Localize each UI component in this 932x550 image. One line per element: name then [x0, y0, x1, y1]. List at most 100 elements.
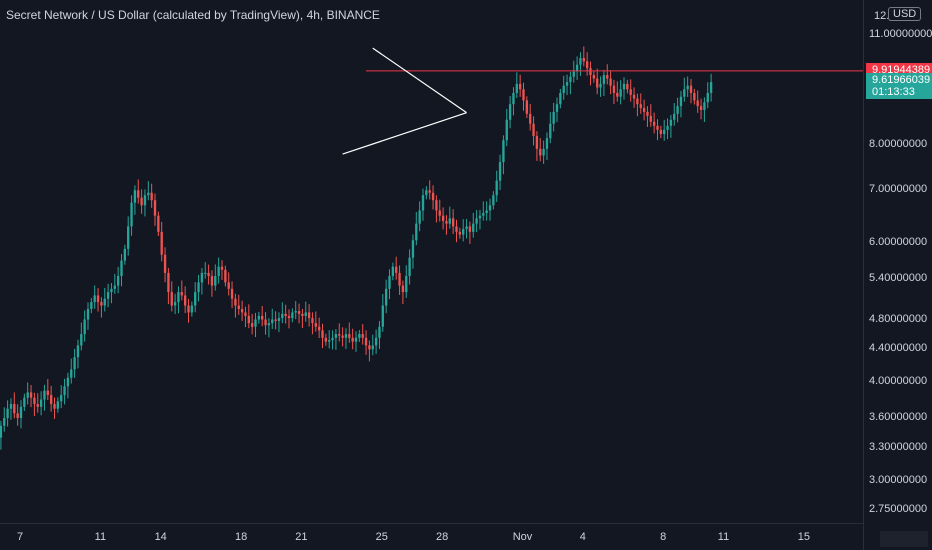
candle-body: [592, 75, 596, 79]
time-axis-label: 14: [154, 531, 167, 543]
candle-body: [150, 192, 153, 201]
candle-body: [455, 226, 458, 232]
candle-body: [217, 266, 220, 277]
candle-body: [465, 226, 468, 230]
candle-body: [100, 302, 103, 306]
triangle-upper-trendline[interactable]: [372, 47, 467, 114]
candle-body: [529, 113, 532, 124]
bar-countdown: 01:13:33: [872, 86, 915, 99]
candle-body: [127, 226, 130, 249]
candle-body: [575, 64, 579, 72]
candle-body: [693, 92, 696, 101]
candle-body: [532, 123, 535, 137]
candle-body: [542, 148, 545, 156]
candle-body: [411, 240, 415, 258]
candle-body: [371, 345, 374, 350]
candle-body: [602, 75, 606, 84]
price-axis-divider: [863, 0, 864, 550]
candle-body: [39, 399, 43, 407]
candle-body: [666, 125, 669, 130]
candle-body: [374, 337, 378, 346]
candle-body: [120, 260, 123, 277]
candle-body: [485, 210, 488, 214]
candle-body: [73, 357, 76, 370]
candle-body: [153, 200, 157, 216]
candle-body: [36, 404, 39, 407]
candle-body: [143, 195, 147, 206]
candle-body: [522, 89, 525, 101]
candle-body: [140, 197, 143, 206]
candle-body: [96, 295, 100, 303]
price-axis-label: 5.40000000: [869, 272, 928, 285]
candle-body: [358, 334, 361, 338]
candle-body: [458, 231, 462, 235]
price-axis-label: 3.30000000: [869, 440, 928, 453]
candle-body: [535, 136, 539, 149]
price-axis-label: 11.00000000: [869, 28, 932, 41]
candle-body: [123, 248, 127, 261]
candle-body: [431, 192, 435, 201]
candle-body: [301, 313, 304, 316]
time-axis-label: 4: [579, 531, 586, 543]
candle-body: [395, 266, 398, 273]
candle-body: [80, 334, 83, 346]
candle-body: [709, 82, 713, 93]
candle-body: [562, 85, 565, 93]
candle-body: [240, 308, 244, 313]
candle-body: [331, 337, 334, 341]
candle-body: [505, 119, 508, 141]
candle-body: [405, 276, 408, 293]
candle-body: [83, 319, 86, 335]
candle-body: [616, 92, 619, 97]
candle-body: [307, 312, 311, 319]
candle-body: [599, 83, 602, 88]
time-axis-label: Nov: [512, 531, 533, 543]
candle-body: [606, 75, 609, 79]
price-axis-label: 4.40000000: [869, 342, 928, 355]
candle-body: [579, 57, 582, 65]
price-axis-label: 4.80000000: [869, 312, 928, 325]
candle-body: [90, 302, 93, 309]
candle-body: [76, 345, 80, 358]
candle-body: [438, 210, 441, 216]
last-price-value: 9.61966039: [872, 74, 931, 87]
candle-body: [378, 326, 381, 338]
candle-body: [689, 85, 693, 93]
candle-body: [46, 390, 49, 396]
candle-body: [539, 148, 542, 156]
candle-body: [106, 292, 110, 299]
candle-body: [187, 305, 190, 313]
chart-settings-corner[interactable]: [880, 531, 928, 547]
candle-body: [565, 82, 569, 86]
candle-body: [642, 108, 646, 112]
candle-body: [173, 302, 177, 306]
price-axis-label: 7.00000000: [869, 183, 928, 196]
time-axis-label: 11: [717, 531, 730, 543]
candle-body: [555, 104, 559, 112]
candle-body: [321, 330, 324, 338]
candle-body: [197, 282, 200, 293]
triangle-lower-trendline[interactable]: [342, 112, 467, 155]
candle-body: [16, 413, 19, 419]
candle-body: [636, 98, 639, 105]
candle-body: [183, 295, 187, 306]
currency-selector[interactable]: USD: [888, 7, 922, 21]
candle-body: [281, 313, 284, 319]
candle-body: [508, 104, 512, 120]
candle-body: [478, 215, 482, 219]
candle-body: [204, 272, 207, 274]
price-axis-label: 3.60000000: [869, 411, 928, 424]
candle-body: [585, 61, 589, 69]
time-axis-label: 28: [435, 531, 449, 543]
candle-body: [549, 123, 552, 139]
candle-body: [552, 111, 555, 124]
candle-body: [351, 337, 354, 342]
candle-body: [53, 404, 56, 409]
candle-body: [70, 369, 73, 378]
candle-body: [160, 231, 163, 255]
candle-body: [391, 266, 395, 277]
candle-body: [167, 272, 170, 293]
candle-body: [582, 57, 585, 62]
candle-body: [244, 312, 247, 316]
